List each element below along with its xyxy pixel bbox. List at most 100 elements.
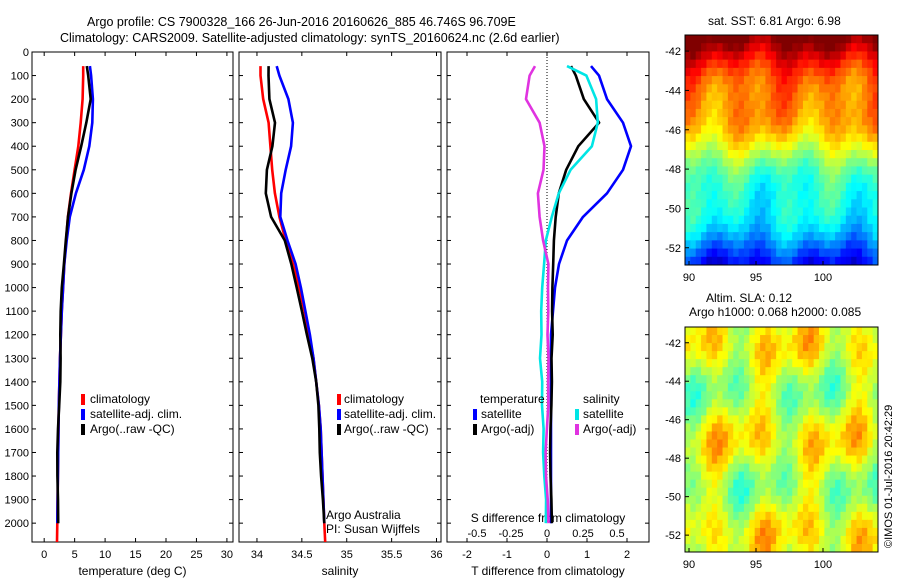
map-cell <box>808 439 815 448</box>
map-cell <box>760 471 766 481</box>
map-cell <box>749 455 756 465</box>
map-cell <box>867 59 874 69</box>
map-cell <box>722 503 729 513</box>
map-cell <box>749 407 756 416</box>
map-cell <box>685 92 691 102</box>
map-cell <box>867 447 874 456</box>
map-cell <box>722 343 729 352</box>
map-cell <box>776 248 782 258</box>
map-cell <box>872 407 879 416</box>
map-cell <box>861 43 868 52</box>
map-cell <box>733 415 740 424</box>
map-cell <box>738 43 745 52</box>
map-cell <box>813 108 820 118</box>
map-cell <box>792 59 798 69</box>
map-cell <box>835 335 841 344</box>
map-cell <box>743 487 750 497</box>
map-cell <box>776 455 782 465</box>
legend-swatch-satellite-adj-2 <box>337 409 341 420</box>
map-cell <box>808 51 815 61</box>
map-cell <box>840 519 847 529</box>
map-cell <box>813 215 820 225</box>
map-cell <box>754 158 761 167</box>
map-cell <box>765 503 772 513</box>
map-cell <box>872 351 879 360</box>
map-cell <box>872 327 879 336</box>
map-cell <box>824 215 831 225</box>
map-cell <box>743 543 750 553</box>
map-cell <box>765 256 772 266</box>
map-cell <box>695 59 702 69</box>
map-cell <box>813 351 820 360</box>
map-cell <box>840 51 847 61</box>
map-cell <box>797 367 804 376</box>
map-cell <box>711 495 718 505</box>
map-cell <box>840 527 847 537</box>
map-cell <box>802 223 809 233</box>
map-cell <box>797 182 804 192</box>
map-cell <box>711 59 718 69</box>
map-cell <box>851 141 857 151</box>
map-cell <box>819 399 825 408</box>
map-cell <box>722 535 729 545</box>
map-cell <box>813 100 820 110</box>
map-cell <box>856 391 863 400</box>
map-cell <box>792 232 798 241</box>
map-cell <box>802 383 809 392</box>
map-cell <box>819 158 825 167</box>
map-cell <box>845 59 852 69</box>
map-cell <box>829 108 836 118</box>
map-cell <box>786 407 793 416</box>
map-cell <box>829 232 836 241</box>
map-cell <box>792 108 798 118</box>
map-cell <box>685 335 691 344</box>
map-cell <box>867 463 874 473</box>
map-cell <box>856 199 863 208</box>
map-cell <box>835 199 841 208</box>
map-cell <box>754 215 761 225</box>
map-cell <box>733 383 740 392</box>
map-cell <box>829 59 836 69</box>
map-cell <box>695 191 702 200</box>
map-cell <box>861 166 868 176</box>
map-cell <box>867 166 874 176</box>
map-cell <box>695 207 702 217</box>
map-cell <box>781 84 788 93</box>
map-cell <box>690 67 697 77</box>
map-cell <box>727 174 734 184</box>
y-tick-label: 700 <box>11 212 29 224</box>
map-cell <box>706 543 713 553</box>
map-cell <box>733 108 740 118</box>
map-cell <box>733 535 740 545</box>
map-cell <box>819 207 825 217</box>
map-cell <box>695 35 702 44</box>
map-cell <box>797 51 804 61</box>
map-cell <box>701 76 707 85</box>
map-cell <box>861 117 868 126</box>
map-cell <box>802 535 809 545</box>
map-cell <box>872 495 879 505</box>
map-cell <box>845 67 852 77</box>
map-cell <box>738 174 745 184</box>
map-cell <box>685 343 691 352</box>
map-cell <box>695 125 702 134</box>
map-cell <box>867 535 874 545</box>
map-cell <box>786 248 793 258</box>
map-cell <box>711 351 718 360</box>
map-cell <box>765 125 772 134</box>
map-cell <box>754 125 761 134</box>
map-cell <box>770 455 777 465</box>
y-tick-label: 1400 <box>5 377 29 389</box>
map-cell <box>824 240 831 249</box>
map-cell <box>776 367 782 376</box>
map-cell <box>872 519 879 529</box>
map-cell <box>754 256 761 266</box>
map-cell <box>749 182 756 192</box>
map-cell <box>802 407 809 416</box>
map-cell <box>802 232 809 241</box>
map-cell <box>786 471 793 481</box>
map-cell <box>819 117 825 126</box>
map-cell <box>695 431 702 440</box>
map-cell <box>770 479 777 489</box>
